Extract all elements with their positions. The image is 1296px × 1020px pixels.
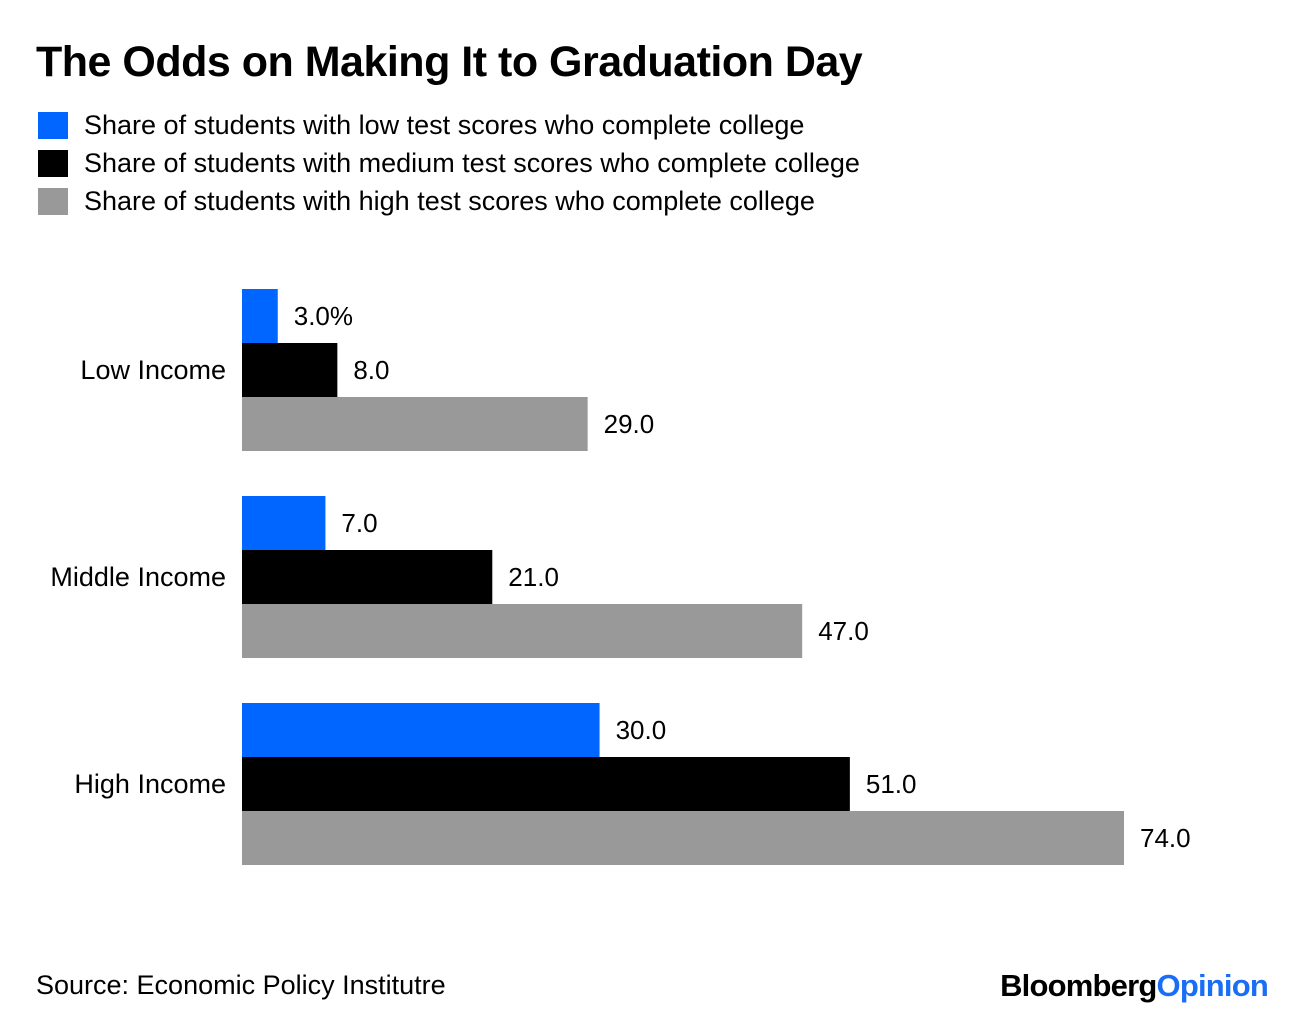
chart-title: The Odds on Making It to Graduation Day [36,38,863,86]
legend-item-high: Share of students with high test scores … [38,182,860,220]
brand-logo-bloomberg: Bloomberg [1000,968,1157,1003]
legend-swatch-low [38,111,68,139]
data-label: 3.0% [294,301,353,331]
category-label: High Income [74,769,226,799]
legend-swatch-medium [38,149,68,177]
legend-item-low: Share of students with low test scores w… [38,106,860,144]
data-label: 74.0 [1140,823,1191,853]
source-note: Source: Economic Policy Institutre [36,970,446,1000]
bar [242,289,278,343]
bar [242,397,588,451]
category-label: Low Income [80,355,226,385]
legend-item-medium: Share of students with medium test score… [38,144,860,182]
legend-swatch-high [38,187,68,215]
data-label: 51.0 [866,769,917,799]
legend-label-low: Share of students with low test scores w… [84,109,805,140]
bar [242,604,803,658]
data-label: 21.0 [508,562,559,592]
bar [242,343,338,397]
bar [242,703,600,757]
data-label: 29.0 [604,409,655,439]
bar [242,811,1124,865]
category-label: Middle Income [50,562,226,592]
brand-logo: BloombergOpinion [1000,968,1269,1004]
legend-label-medium: Share of students with medium test score… [84,147,860,178]
brand-logo-opinion: Opinion [1156,968,1269,1003]
data-label: 47.0 [818,616,869,646]
data-label: 7.0 [341,508,377,538]
bar [242,550,493,604]
data-label: 8.0 [353,355,389,385]
data-label: 30.0 [616,715,667,745]
bar [242,496,326,550]
legend-label-high: Share of students with high test scores … [84,185,815,216]
bar [242,757,850,811]
legend: Share of students with low test scores w… [38,106,860,220]
